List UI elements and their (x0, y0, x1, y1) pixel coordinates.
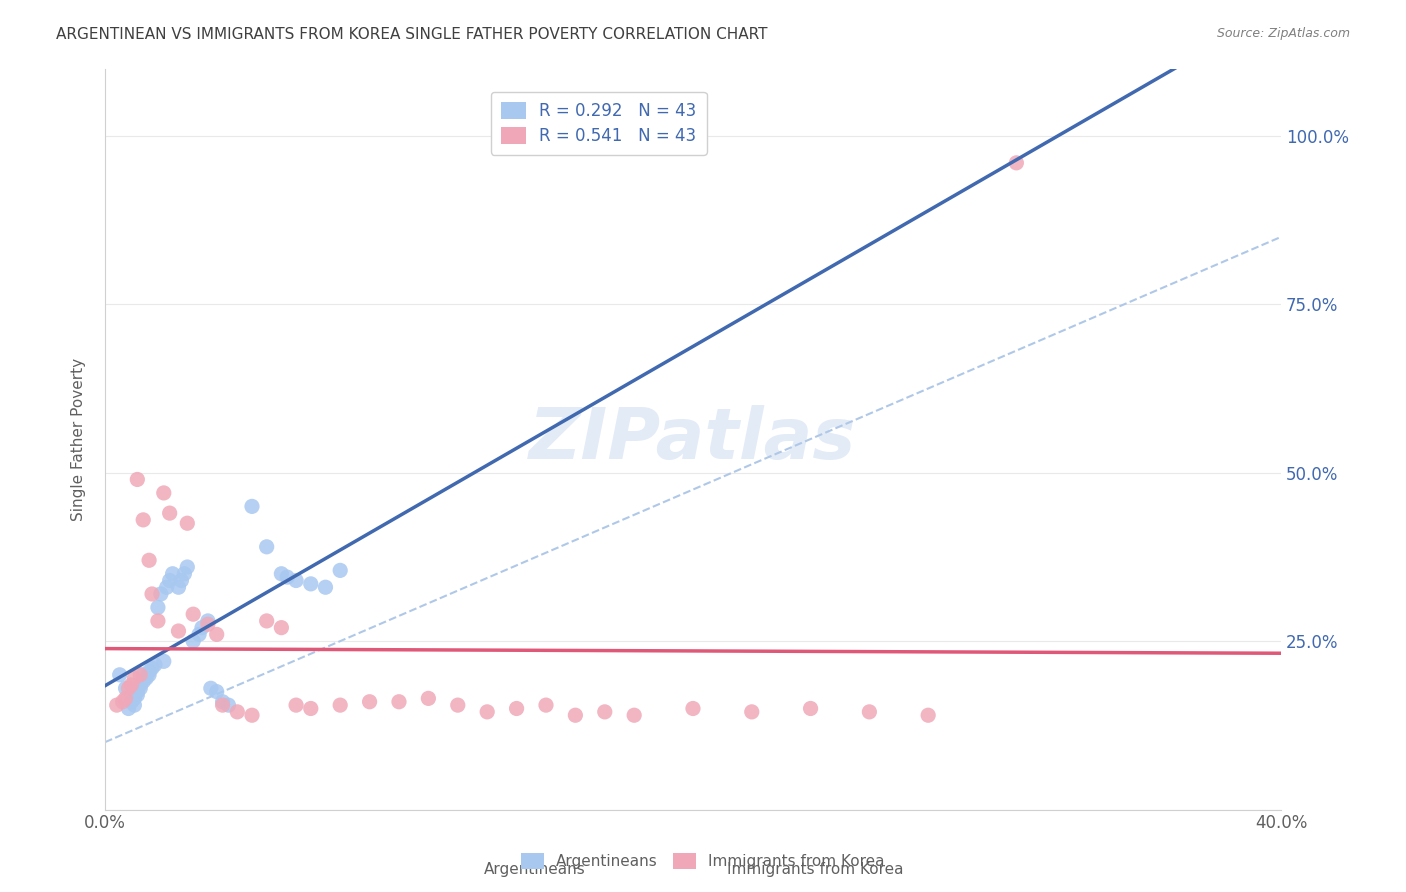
Point (111, 695, 134, 709)
Point (167, 624, 190, 638)
Point (124, 671, 146, 685)
Point (176, 516, 198, 531)
Point (138, 665, 160, 679)
Point (181, 634, 204, 648)
Point (197, 617, 219, 632)
Point (114, 691, 136, 706)
Point (141, 587, 163, 601)
Point (156, 580, 179, 594)
Point (200, 681, 222, 696)
Point (270, 566, 292, 581)
Point (285, 698, 308, 712)
Point (188, 627, 211, 641)
Point (564, 708, 586, 723)
Point (534, 698, 557, 712)
Point (138, 668, 160, 682)
Point (159, 574, 181, 588)
Point (129, 678, 152, 692)
Point (917, 708, 939, 723)
Legend: Argentineans, Immigrants from Korea: Argentineans, Immigrants from Korea (515, 847, 891, 875)
Point (152, 654, 174, 668)
Point (124, 698, 146, 712)
Point (141, 661, 163, 675)
Point (114, 681, 136, 696)
Point (132, 668, 155, 682)
Y-axis label: Single Father Poverty: Single Father Poverty (72, 358, 86, 521)
Point (329, 698, 352, 712)
Text: Immigrants from Korea: Immigrants from Korea (727, 863, 904, 877)
Point (623, 708, 645, 723)
Text: Source: ZipAtlas.com: Source: ZipAtlas.com (1216, 27, 1350, 40)
Point (159, 506, 181, 520)
Point (117, 701, 139, 715)
Point (181, 607, 204, 622)
Point (217, 698, 239, 712)
Point (240, 500, 263, 514)
Text: Argentineans: Argentineans (484, 863, 585, 877)
Point (205, 627, 228, 641)
Point (124, 691, 146, 706)
Point (256, 540, 278, 554)
Legend: R = 0.292   N = 43, R = 0.541   N = 43: R = 0.292 N = 43, R = 0.541 N = 43 (491, 92, 707, 154)
Point (205, 684, 228, 698)
Text: ARGENTINEAN VS IMMIGRANTS FROM KOREA SINGLE FATHER POVERTY CORRELATION CHART: ARGENTINEAN VS IMMIGRANTS FROM KOREA SIN… (56, 27, 768, 42)
Point (138, 553, 160, 567)
Point (191, 621, 214, 635)
Point (129, 681, 152, 696)
Point (505, 701, 527, 715)
Point (117, 681, 139, 696)
Point (418, 691, 440, 706)
Point (593, 705, 616, 719)
Point (299, 577, 322, 591)
Point (152, 486, 174, 500)
Point (162, 566, 184, 581)
Point (127, 688, 149, 702)
Point (858, 705, 880, 719)
Point (447, 698, 470, 712)
Point (359, 695, 381, 709)
Point (149, 587, 172, 601)
Point (108, 668, 131, 682)
Point (120, 695, 142, 709)
Point (276, 570, 298, 584)
Point (682, 701, 704, 715)
Point (1005, 156, 1028, 170)
Point (170, 574, 193, 588)
Point (105, 698, 128, 712)
Point (741, 705, 763, 719)
Point (127, 472, 149, 486)
Point (211, 698, 233, 712)
Point (135, 671, 157, 685)
Point (132, 674, 155, 689)
Point (146, 614, 169, 628)
Point (143, 657, 166, 672)
Point (211, 695, 233, 709)
Point (388, 695, 411, 709)
Point (146, 600, 169, 615)
Point (800, 701, 823, 715)
Point (314, 580, 336, 594)
Point (129, 668, 152, 682)
Point (299, 701, 322, 715)
Point (197, 614, 219, 628)
Text: ZIPatlas: ZIPatlas (529, 405, 856, 474)
Point (329, 563, 352, 577)
Point (127, 684, 149, 698)
Point (256, 614, 278, 628)
Point (240, 708, 263, 723)
Point (132, 513, 155, 527)
Point (226, 705, 249, 719)
Point (173, 566, 195, 581)
Point (285, 574, 308, 588)
Point (477, 705, 499, 719)
Point (270, 621, 292, 635)
Point (176, 560, 198, 574)
Point (167, 580, 190, 594)
Point (120, 678, 142, 692)
